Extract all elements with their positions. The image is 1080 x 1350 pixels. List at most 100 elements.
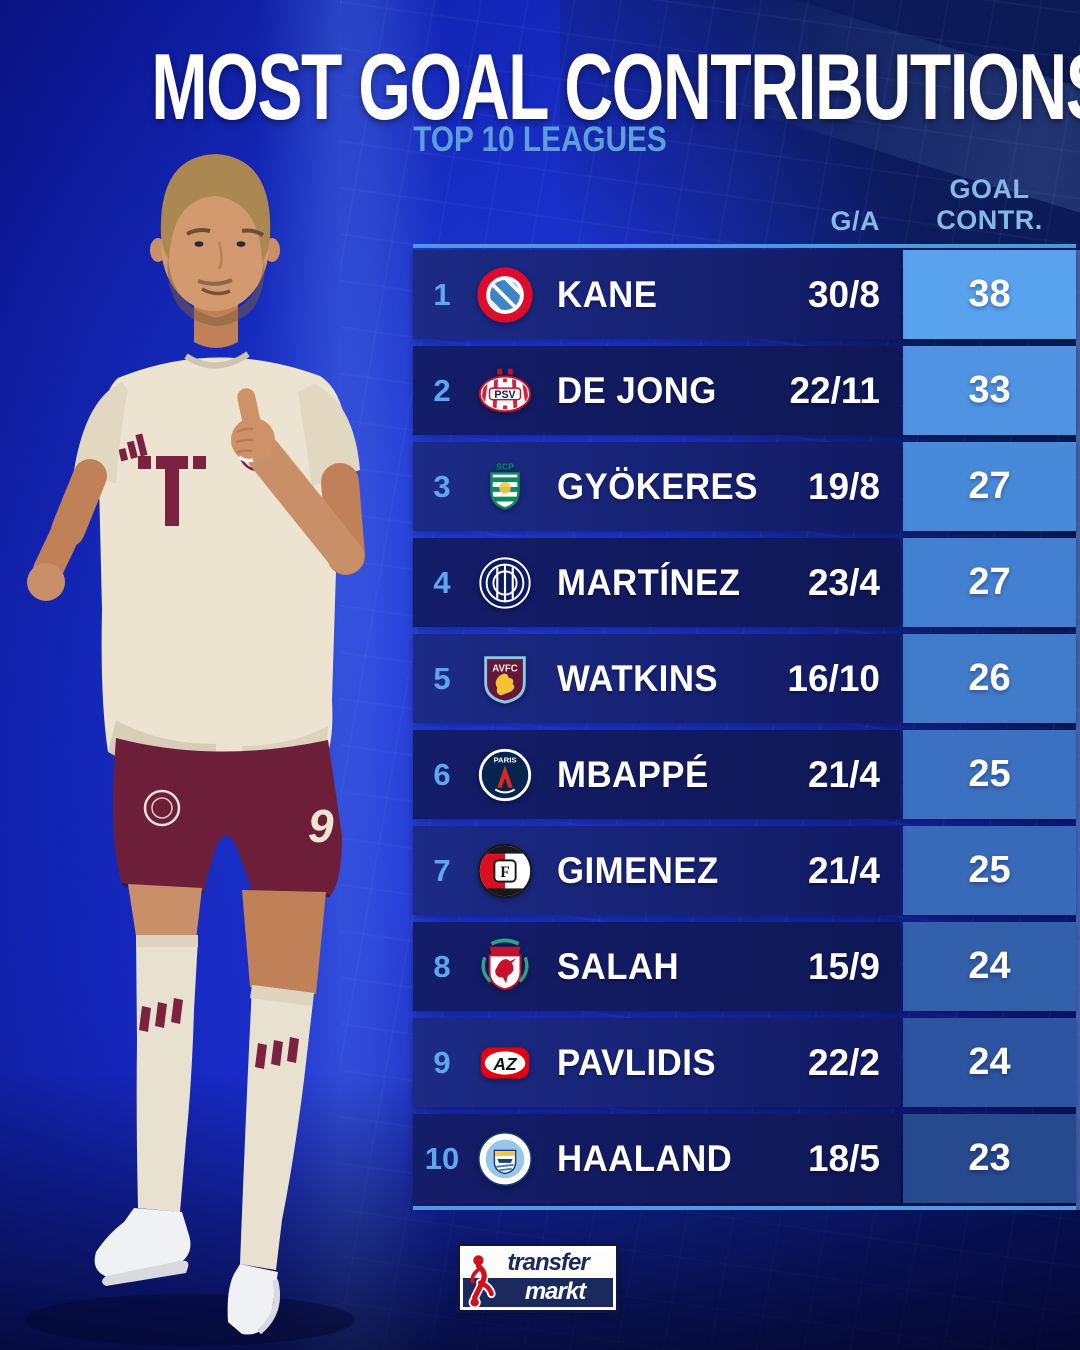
goal-contributions-value: 23 bbox=[968, 1137, 1011, 1179]
table-row: 1 bbox=[413, 250, 1076, 339]
player-photo-harry-kane: 9 bbox=[25, 154, 365, 1346]
rank-number: 9 bbox=[433, 1044, 451, 1080]
player-name: GYÖKERES bbox=[557, 465, 758, 507]
table-top-divider bbox=[413, 244, 1076, 248]
goal-contributions-cell: 26 bbox=[903, 634, 1076, 723]
goals-assists-value: 16/10 bbox=[787, 657, 880, 699]
column-header-ga: G/A bbox=[830, 206, 880, 236]
table-row: 7 F bbox=[413, 826, 1076, 915]
table-row: 4 MARTÍNEZ 23/4 bbox=[413, 538, 1076, 627]
table-row: 3 SCP bbox=[413, 442, 1076, 531]
table-row: 9 AZ PAVLIDIS 22/2 24 bbox=[413, 1018, 1076, 1107]
table-row: 6 PARIS MBAPPÉ 21/4 25 bbox=[413, 730, 1076, 819]
goal-contributions-cell: 23 bbox=[903, 1114, 1076, 1203]
player-name: PAVLIDIS bbox=[557, 1041, 717, 1083]
goals-assists-value: 18/5 bbox=[807, 1137, 880, 1179]
goal-contributions-cell: 24 bbox=[903, 1018, 1076, 1107]
player-name: MBAPPÉ bbox=[557, 753, 709, 795]
column-header-goal: GOAL bbox=[949, 174, 1030, 204]
player-name: SALAH bbox=[557, 945, 680, 987]
goals-assists-value: 22/2 bbox=[807, 1041, 880, 1083]
table-row: 5 AVFC WATKINS 16/10 26 bbox=[413, 634, 1076, 723]
goal-contributions-value: 27 bbox=[968, 561, 1011, 603]
az-alkmaar-crest-icon: AZ bbox=[475, 1033, 535, 1093]
column-header-goal-contributions: GOAL CONTR. bbox=[903, 174, 1076, 236]
column-header-contr: CONTR. bbox=[936, 205, 1043, 235]
inter-milan-crest-icon bbox=[475, 553, 535, 613]
bayern-munich-crest-icon bbox=[475, 265, 535, 325]
goals-assists-value: 21/4 bbox=[807, 753, 880, 795]
goal-contributions-value: 25 bbox=[968, 753, 1011, 795]
page-title: MOST GOAL CONTRIBUTIONS bbox=[151, 34, 1080, 139]
goal-contributions-cell: 38 bbox=[903, 250, 1076, 339]
goals-assists-value: 19/8 bbox=[807, 465, 880, 507]
liverpool-crest-icon bbox=[475, 937, 535, 997]
player-cell: 8 SALAH 15/9 bbox=[413, 922, 900, 1011]
goal-contributions-cell: 25 bbox=[903, 826, 1076, 915]
player-name: GIMENEZ bbox=[557, 849, 719, 891]
svg-text:F: F bbox=[500, 863, 509, 880]
player-cell: 1 bbox=[413, 250, 900, 339]
rank-number: 6 bbox=[433, 756, 451, 792]
rank-number: 10 bbox=[424, 1140, 460, 1176]
table-rows: 1 bbox=[413, 250, 1076, 1210]
goal-contributions-cell: 33 bbox=[903, 346, 1076, 435]
goals-assists-value: 15/9 bbox=[807, 945, 880, 987]
goals-assists-value: 30/8 bbox=[807, 273, 880, 315]
svg-text:PSV: PSV bbox=[494, 388, 516, 400]
rank-number: 1 bbox=[433, 276, 451, 312]
goals-assists-value: 23/4 bbox=[807, 561, 880, 603]
aston-villa-crest-icon: AVFC bbox=[475, 649, 535, 709]
rank-number: 2 bbox=[433, 372, 451, 408]
goal-contributions-cell: 27 bbox=[903, 538, 1076, 627]
goal-contributions-value: 24 bbox=[968, 945, 1011, 987]
feyenoord-crest-icon: F bbox=[475, 841, 535, 901]
table-bottom-divider bbox=[413, 1206, 1076, 1210]
player-name: KANE bbox=[557, 273, 658, 315]
goal-contributions-value: 27 bbox=[968, 465, 1011, 507]
transfermarkt-kicker-icon bbox=[468, 1253, 496, 1307]
goals-assists-value: 22/11 bbox=[789, 369, 880, 411]
goal-contributions-value: 24 bbox=[968, 1041, 1011, 1083]
goal-contributions-value: 38 bbox=[968, 273, 1011, 315]
psg-crest-icon: PARIS bbox=[475, 745, 535, 805]
page-subtitle: TOP 10 LEAGUES bbox=[413, 120, 667, 159]
goal-contributions-cell: 25 bbox=[903, 730, 1076, 819]
rank-number: 4 bbox=[433, 564, 451, 600]
table-row: 8 SALAH 15/9 24 bbox=[413, 922, 1076, 1011]
svg-text:PARIS: PARIS bbox=[493, 755, 516, 764]
player-cell: 2 PSV DE JONG bbox=[413, 346, 900, 435]
table-row: 10 HAALAND bbox=[413, 1114, 1076, 1203]
player-cell: 3 SCP bbox=[413, 442, 900, 531]
goals-assists-value: 21/4 bbox=[807, 849, 880, 891]
goal-contributions-value: 25 bbox=[968, 849, 1011, 891]
player-name: MARTÍNEZ bbox=[557, 561, 741, 603]
psv-eindhoven-crest-icon: PSV bbox=[475, 361, 535, 421]
player-cell: 10 HAALAND bbox=[413, 1114, 900, 1203]
player-name: WATKINS bbox=[557, 657, 719, 699]
player-cell: 9 AZ PAVLIDIS 22/2 bbox=[413, 1018, 900, 1107]
rank-number: 3 bbox=[433, 468, 451, 504]
rank-number: 5 bbox=[433, 660, 451, 696]
rank-number: 7 bbox=[433, 852, 451, 888]
goal-contributions-value: 33 bbox=[968, 369, 1011, 411]
goal-contributions-value: 26 bbox=[968, 657, 1011, 699]
player-cell: 5 AVFC WATKINS 16/10 bbox=[413, 634, 900, 723]
svg-text:AZ: AZ bbox=[492, 1053, 518, 1073]
manchester-city-crest-icon bbox=[475, 1129, 535, 1189]
svg-text:9: 9 bbox=[308, 800, 334, 852]
transfermarkt-logo-top-text: transfer bbox=[463, 1249, 613, 1278]
svg-text:SCP: SCP bbox=[496, 461, 514, 471]
goal-contributions-cell: 24 bbox=[903, 922, 1076, 1011]
sporting-cp-crest-icon: SCP bbox=[475, 457, 535, 517]
table-row: 2 PSV DE JONG bbox=[413, 346, 1076, 435]
goal-contributions-cell: 27 bbox=[903, 442, 1076, 531]
player-name: DE JONG bbox=[557, 369, 717, 411]
svg-text:AVFC: AVFC bbox=[492, 663, 518, 674]
rank-number: 8 bbox=[433, 948, 451, 984]
player-cell: 4 MARTÍNEZ 23/4 bbox=[413, 538, 900, 627]
background-edge-highlight bbox=[1076, 250, 1080, 1210]
player-cell: 7 F bbox=[413, 826, 900, 915]
player-cell: 6 PARIS MBAPPÉ 21/4 bbox=[413, 730, 900, 819]
